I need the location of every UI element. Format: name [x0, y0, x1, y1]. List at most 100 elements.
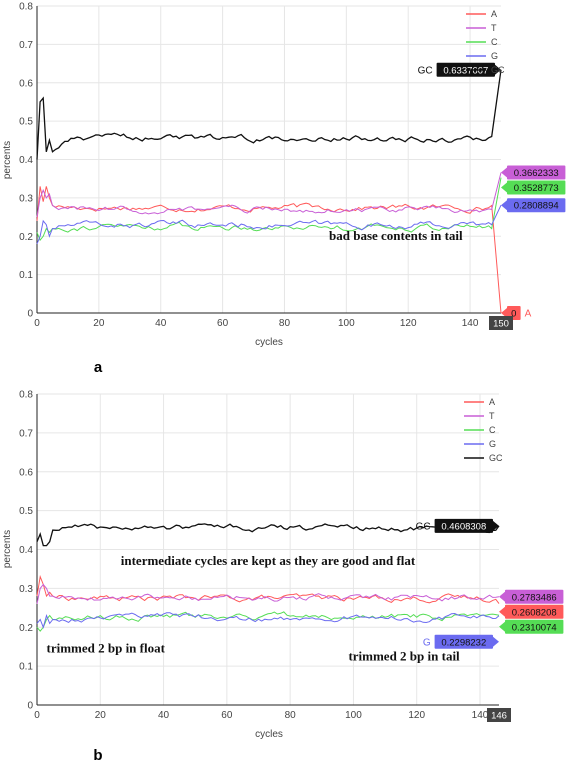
x-tick-label: 40 — [158, 710, 170, 721]
hover-box-gc — [434, 518, 493, 533]
x-tick-label: 0 — [34, 318, 40, 329]
annotations-b: intermediate cycles are kept as they are… — [46, 553, 460, 663]
y-tick-label: 0.8 — [19, 390, 33, 401]
hover-value-gc: 0.6337667 — [443, 65, 488, 76]
x-tick-label: 60 — [221, 710, 233, 721]
hover-pointer — [501, 200, 507, 211]
legend-label-gc[interactable]: GC — [489, 453, 503, 463]
x-tick-label: 140 — [472, 710, 489, 721]
legend-label-t[interactable]: T — [491, 23, 497, 33]
x-tick-label: 80 — [285, 710, 297, 721]
chart-panel-b: 0 0.1 0.2 0.3 0.4 0.5 0.6 0.7 0.8 0 20 40 60 80 100 120… — [2, 390, 564, 764]
x-tick-label: 0 — [34, 710, 40, 721]
hover-box-c — [507, 180, 566, 195]
hover-series-a: A — [525, 309, 532, 320]
legend-label-g[interactable]: G — [491, 51, 498, 61]
series-lines-a — [36, 69, 502, 314]
x-tick-label: 40 — [155, 318, 167, 329]
y-tick-label: 0.5 — [19, 506, 33, 517]
hover-pointer — [501, 308, 507, 318]
series-line-t — [36, 583, 500, 605]
y-tick-label: 0.7 — [19, 428, 33, 439]
y-tick-label: 0.3 — [19, 193, 33, 204]
hover-pointer — [499, 591, 505, 602]
x-tick-label: 120 — [408, 710, 425, 721]
hover-box-t — [507, 165, 566, 180]
legend-label-c[interactable]: C — [489, 425, 496, 435]
y-tick-label: 0.5 — [19, 117, 33, 128]
hover-value-a: 0 — [511, 309, 516, 320]
y-tick-label: 0.4 — [19, 155, 33, 166]
panel-label-b: b — [93, 747, 102, 764]
y-tick-label: 0.8 — [19, 2, 33, 13]
hover-value-t: 0.3662333 — [514, 168, 559, 179]
annotations-a: bad base contents in tail — [329, 228, 463, 243]
hover-pointer — [501, 167, 507, 178]
y-tick-label: 0 — [27, 309, 33, 320]
legend-label-a[interactable]: A — [491, 9, 497, 19]
legend-label-g[interactable]: G — [489, 439, 496, 449]
legend-label-a[interactable]: A — [489, 397, 495, 407]
hover-value-g: 0.2298232 — [441, 637, 486, 648]
hover-value-c: 0.2310074 — [512, 622, 557, 633]
hover-box-t — [505, 589, 564, 604]
x-hover-box — [489, 316, 513, 330]
y-tick-label: 0.2 — [19, 623, 33, 634]
hover-pointer — [501, 182, 507, 193]
y-tick-label: 0 — [27, 701, 33, 712]
x-tick-label: 20 — [93, 318, 105, 329]
y-tick-label: 0.6 — [19, 78, 33, 89]
series-line-g — [36, 612, 500, 629]
x-tick-label: 20 — [95, 710, 107, 721]
panel-label-a: a — [94, 359, 103, 376]
hover-box-g — [434, 634, 493, 649]
x-hover-value: 150 — [493, 319, 509, 330]
annotation-text: bad base contents in tail — [329, 228, 463, 243]
series-line-c — [36, 177, 502, 242]
x-hover-value: 146 — [491, 711, 507, 722]
series-lines-b — [36, 523, 500, 632]
x-tick-label: 140 — [462, 318, 479, 329]
hover-series-g: G — [423, 637, 431, 648]
annotation-text: intermediate cycles are kept as they are… — [121, 553, 416, 568]
hover-box-c — [505, 619, 564, 634]
series-line-gc — [36, 523, 500, 547]
x-tick-label: 120 — [400, 318, 417, 329]
hover-pointer — [493, 636, 499, 647]
y-tick-label: 0.4 — [19, 545, 33, 556]
hover-box-gc — [436, 62, 495, 77]
hover-box-a — [505, 604, 564, 619]
x-axis-label-b: cycles — [255, 729, 283, 740]
legend-label-gc[interactable]: GC — [491, 65, 505, 75]
hover-series-gc: GC — [416, 521, 431, 532]
y-axis-label-a: percents — [2, 141, 13, 179]
hover-pointer — [499, 621, 505, 632]
hover-value-g: 0.2808894 — [514, 201, 559, 212]
hover-labels-b: 0.4608308GC0.2783486T0.2608208A0.2310074… — [416, 518, 564, 722]
y-tick-label: 0.1 — [19, 270, 33, 281]
y-tick-label: 0.1 — [19, 662, 33, 673]
x-axis-label-a: cycles — [255, 337, 283, 348]
y-tick-label: 0.3 — [19, 584, 33, 595]
legend-label-c[interactable]: C — [491, 37, 498, 47]
series-line-c — [36, 611, 500, 632]
hover-labels-a: 0.6337667GC0.3662333T0.3528773C0.2808894… — [418, 62, 566, 330]
x-tick-label: 60 — [217, 318, 229, 329]
hover-series-gc: GC — [418, 65, 433, 76]
x-tick-label: 100 — [345, 710, 362, 721]
hover-value-t: 0.2783486 — [512, 592, 557, 603]
x-tick-label: 80 — [279, 318, 291, 329]
legend-label-t[interactable]: T — [489, 411, 495, 421]
hover-box-g — [507, 198, 566, 213]
hover-value-a: 0.2608208 — [512, 607, 557, 618]
hover-value-gc: 0.4608308 — [441, 521, 486, 532]
y-tick-label: 0.6 — [19, 467, 33, 478]
annotation-text: trimmed 2 bp in float — [46, 641, 165, 656]
x-tick-label: 100 — [338, 318, 355, 329]
chart-panel-a: 0 0.1 0.2 0.3 0.4 0.5 0.6 0.7 0.8 0 20 40 60 80 100 120… — [2, 2, 566, 376]
y-tick-label: 0.7 — [19, 40, 33, 51]
hover-value-c: 0.3528773 — [514, 183, 559, 194]
